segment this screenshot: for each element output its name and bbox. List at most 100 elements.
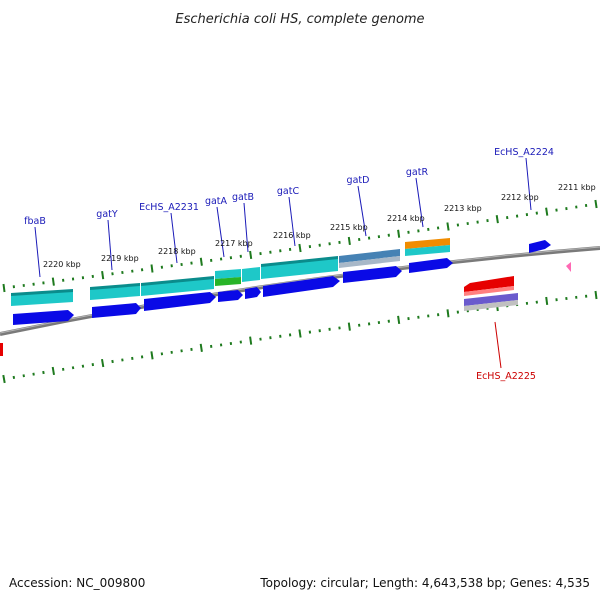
tick-label-2214: 2214 kbp bbox=[387, 214, 425, 223]
feature-bar-shade bbox=[464, 300, 518, 311]
minor-tick bbox=[111, 359, 114, 364]
feature-bar-edge bbox=[11, 289, 73, 296]
major-tick bbox=[2, 374, 6, 384]
forward-cds-arrows bbox=[13, 240, 551, 325]
feature-bar-EcHS_A2231 bbox=[141, 278, 214, 296]
accession-text: Accession: NC_009800 bbox=[9, 576, 146, 590]
major-tick bbox=[397, 315, 401, 325]
leader-EcHS_A2231 bbox=[170, 212, 178, 264]
cds-arrow-EcHS_A2224 bbox=[529, 240, 551, 253]
gene-labels: fbaB gatY EcHS_A2231 gatA gatB gatC gatD… bbox=[24, 147, 554, 382]
feature-bar-edge bbox=[141, 276, 214, 286]
major-tick bbox=[545, 207, 549, 216]
feature-bar-EcHS_A2225 bbox=[464, 293, 518, 306]
feature-bar-gatB bbox=[242, 267, 260, 282]
minor-tick bbox=[12, 375, 16, 379]
gene-label-gatD: gatD bbox=[347, 175, 370, 186]
minor-tick bbox=[81, 364, 85, 368]
major-tick bbox=[495, 215, 499, 224]
feature-bar-gatD-shade bbox=[339, 256, 400, 268]
feature-bar-gatR-cyan bbox=[405, 245, 450, 256]
tick-label-2216: 2216 kbp bbox=[273, 231, 311, 240]
feature-bar-gatD bbox=[339, 249, 400, 263]
outer-tick-ring bbox=[2, 199, 598, 293]
tick-label-2217: 2217 kbp bbox=[215, 239, 253, 248]
gene-label-gatR: gatR bbox=[406, 167, 429, 178]
cds-arrow-EcHS_A2225 bbox=[464, 276, 514, 292]
minor-tick bbox=[42, 370, 45, 375]
feature-bar-edge bbox=[261, 256, 338, 267]
map-title: Escherichia coli HS, complete genome bbox=[175, 12, 424, 27]
tick-label-2215: 2215 kbp bbox=[330, 223, 368, 232]
feature-bar-gatR bbox=[405, 238, 450, 249]
feature-bar-gatC bbox=[261, 258, 338, 279]
major-tick bbox=[446, 309, 450, 318]
leader-gatR bbox=[415, 177, 424, 228]
cds-arrow-gatY bbox=[92, 303, 141, 318]
major-tick bbox=[594, 199, 598, 209]
leader-EcHS_A2225 bbox=[494, 321, 502, 369]
major-tick bbox=[199, 343, 203, 352]
feature-bar-gatA-green bbox=[215, 277, 241, 286]
major-tick bbox=[249, 250, 253, 260]
leader-gatD bbox=[357, 185, 367, 237]
major-tick bbox=[199, 257, 203, 266]
major-tick bbox=[298, 243, 302, 253]
cds-arrow-gatC bbox=[263, 276, 340, 297]
major-tick bbox=[347, 322, 351, 331]
major-tick bbox=[101, 358, 105, 368]
leader-EcHS_A2224 bbox=[525, 157, 532, 211]
major-tick bbox=[51, 277, 55, 286]
minor-tick bbox=[71, 366, 75, 370]
cds-arrow-gatR bbox=[409, 258, 453, 273]
tick-label-2211: 2211 kbp bbox=[558, 183, 596, 192]
cds-arrow-gatA bbox=[218, 290, 243, 302]
major-tick bbox=[150, 351, 154, 360]
major-tick bbox=[397, 229, 401, 238]
edge-feature-fragment bbox=[0, 343, 3, 356]
major-tick bbox=[446, 222, 450, 231]
leader-gatA bbox=[216, 206, 225, 258]
gene-label-gatB: gatB bbox=[232, 192, 254, 203]
cds-arrow-fbaB bbox=[13, 310, 74, 325]
feature-bar-gatA bbox=[215, 269, 241, 279]
major-tick bbox=[150, 264, 154, 273]
leader-gatY bbox=[107, 219, 113, 271]
major-tick bbox=[545, 296, 549, 306]
gene-label-fbaB: fbaB bbox=[24, 216, 46, 227]
scale-labels: 2220 kbp 2219 kbp 2218 kbp 2217 kbp 2216… bbox=[43, 183, 596, 269]
label-leaders bbox=[34, 157, 532, 369]
gene-label-gatC: gatC bbox=[277, 186, 300, 197]
leader-gatC bbox=[288, 196, 296, 247]
tick-label-2213: 2213 kbp bbox=[444, 204, 482, 213]
gene-label-gatY: gatY bbox=[96, 209, 118, 220]
gene-label-EcHS_A2225: EcHS_A2225 bbox=[476, 371, 536, 382]
leader-gatB bbox=[243, 202, 249, 253]
gene-label-gatA: gatA bbox=[205, 196, 228, 207]
small-feature-pink bbox=[566, 262, 571, 272]
major-tick bbox=[594, 290, 598, 300]
genome-backbone-highlight bbox=[0, 246, 600, 334]
minor-tick bbox=[22, 374, 25, 378]
cds-arrow-shade bbox=[464, 286, 514, 296]
major-tick bbox=[2, 283, 6, 293]
tick-label-2219: 2219 kbp bbox=[101, 254, 139, 263]
cds-arrow-EcHS_A2231 bbox=[144, 292, 216, 311]
forward-gene-features bbox=[11, 238, 450, 306]
major-tick bbox=[249, 336, 253, 345]
major-tick bbox=[101, 270, 105, 280]
tick-label-2220: 2220 kbp bbox=[43, 260, 81, 269]
genome-summary-text: Topology: circular; Length: 4,643,538 bp… bbox=[260, 576, 590, 590]
reverse-gene-features bbox=[464, 262, 571, 311]
inner-tick-ring bbox=[2, 290, 598, 384]
major-tick bbox=[51, 366, 55, 376]
cds-arrow-gatB bbox=[245, 287, 261, 299]
gene-label-EcHS_A2224: EcHS_A2224 bbox=[494, 147, 554, 158]
major-tick bbox=[347, 236, 351, 246]
tick-label-2218: 2218 kbp bbox=[158, 247, 196, 256]
cds-arrow-gatD bbox=[343, 266, 402, 283]
leader-fbaB bbox=[34, 226, 41, 278]
major-tick bbox=[298, 329, 302, 338]
gene-label-EcHS_A2231: EcHS_A2231 bbox=[139, 202, 199, 213]
